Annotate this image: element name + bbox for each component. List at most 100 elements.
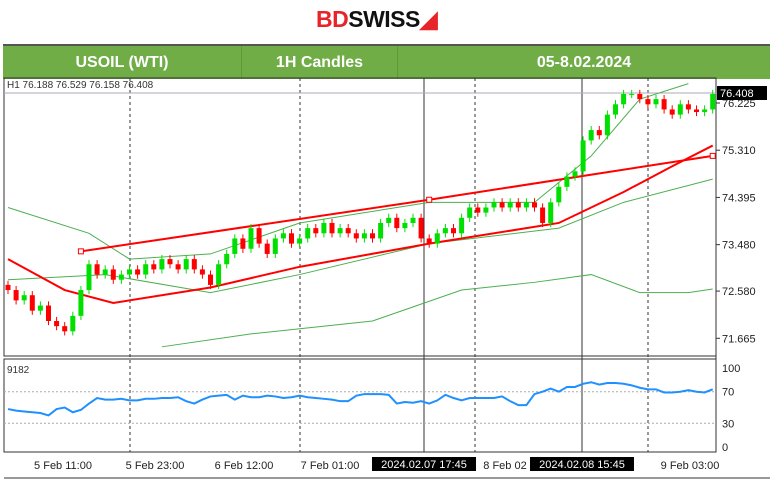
candle: [467, 203, 473, 222]
candle: [46, 301, 51, 326]
trend-anchor[interactable]: [77, 248, 84, 255]
candle: [661, 95, 667, 114]
candle: [442, 224, 448, 238]
logo-bd: BD: [316, 6, 349, 32]
candle: [370, 229, 375, 243]
candle: [256, 224, 262, 248]
candle: [394, 213, 400, 233]
header-bar: USOIL (WTI) 1H Candles 05-8.02.2024: [3, 44, 770, 79]
candle: [159, 254, 165, 274]
candle: [337, 224, 343, 238]
candle: [499, 198, 505, 212]
candle: [459, 213, 465, 238]
price-tick-label: 71.665: [722, 333, 756, 345]
candle: [62, 322, 68, 336]
candle: [297, 234, 303, 248]
candle: [353, 229, 359, 243]
candle: [710, 89, 716, 114]
candle: [491, 198, 497, 212]
candle: [629, 89, 635, 99]
candle: [118, 270, 124, 284]
candle: [135, 265, 141, 279]
candle: [645, 95, 651, 109]
candle: [345, 224, 351, 238]
candle: [216, 260, 222, 290]
price-tick-label: 74.395: [722, 192, 756, 204]
rsi-line: [7, 381, 714, 417]
candle: [313, 224, 319, 238]
candle: [13, 285, 19, 305]
rsi-tick-label: 100: [722, 363, 740, 375]
ohlc-label: H1 76.188 76.529 76.158 76.408: [7, 80, 154, 91]
candle: [70, 311, 76, 336]
candle: [183, 254, 189, 274]
trend-anchor[interactable]: [426, 196, 433, 203]
candle: [191, 254, 197, 274]
time-tick-label: 6 Feb 12:00: [215, 460, 274, 472]
time-tick-label: 7 Feb 01:00: [301, 460, 360, 472]
candle: [264, 239, 270, 259]
candle: [523, 198, 529, 212]
time-tick-label: 9 Feb 03:00: [661, 460, 720, 472]
price-tick-label: 76.225: [722, 98, 756, 110]
rsi-tick-label: 30: [722, 418, 734, 430]
crosshair-time-label: 2024.02.08 15:45: [530, 457, 634, 471]
candle: [483, 203, 489, 217]
candle: [94, 260, 100, 279]
candle: [572, 167, 578, 181]
candle: [702, 105, 708, 117]
rsi-tick-label: 70: [722, 387, 734, 399]
candle: [21, 291, 27, 305]
logo-swiss: SWISS: [348, 6, 420, 32]
candle: [248, 224, 254, 253]
candle: [540, 203, 546, 228]
candle: [402, 218, 408, 233]
candle: [240, 234, 246, 253]
trend-channel-line: [80, 154, 713, 253]
candle: [110, 265, 116, 284]
candle: [515, 198, 521, 212]
time-tick-label: 5 Feb 11:00: [34, 460, 92, 472]
candle: [507, 198, 513, 212]
timeframe-label: 1H Candles: [242, 46, 398, 79]
candle: [5, 280, 11, 295]
trend-anchor[interactable]: [709, 152, 716, 159]
candle: [580, 136, 586, 176]
candle: [588, 125, 594, 145]
candle: [329, 218, 335, 238]
svg-text:2024.02.08 15:45: 2024.02.08 15:45: [539, 459, 625, 471]
candle: [532, 198, 537, 212]
logo-arrow-icon: ◢: [419, 6, 438, 32]
candle: [434, 229, 440, 248]
candle: [37, 301, 43, 315]
candle: [613, 100, 618, 119]
moving-average: [7, 144, 714, 304]
candle: [289, 229, 294, 248]
candle: [232, 234, 238, 259]
candle: [621, 89, 627, 109]
candle: [272, 234, 278, 259]
candle: [127, 265, 132, 279]
candle: [29, 291, 35, 315]
candle: [694, 105, 699, 117]
candle: [386, 213, 392, 228]
symbol-label: USOIL (WTI): [3, 46, 242, 79]
candle: [604, 110, 610, 140]
candle: [564, 172, 570, 191]
candle: [305, 224, 311, 243]
svg-text:76.408: 76.408: [720, 88, 754, 100]
indicator-label: 9182: [7, 365, 30, 376]
current-price-tag: 76.408: [717, 86, 767, 100]
candle: [280, 229, 286, 243]
candle: [556, 182, 562, 207]
candle: [167, 254, 173, 269]
price-tick-label: 75.310: [722, 145, 756, 157]
rsi-panel-frame: [3, 358, 717, 453]
candle: [143, 260, 149, 279]
candle: [224, 249, 230, 269]
crosshair-time-label: 2024.02.07 17:45: [372, 457, 476, 471]
candle: [361, 229, 367, 243]
candle: [86, 260, 92, 295]
candle: [418, 213, 424, 243]
